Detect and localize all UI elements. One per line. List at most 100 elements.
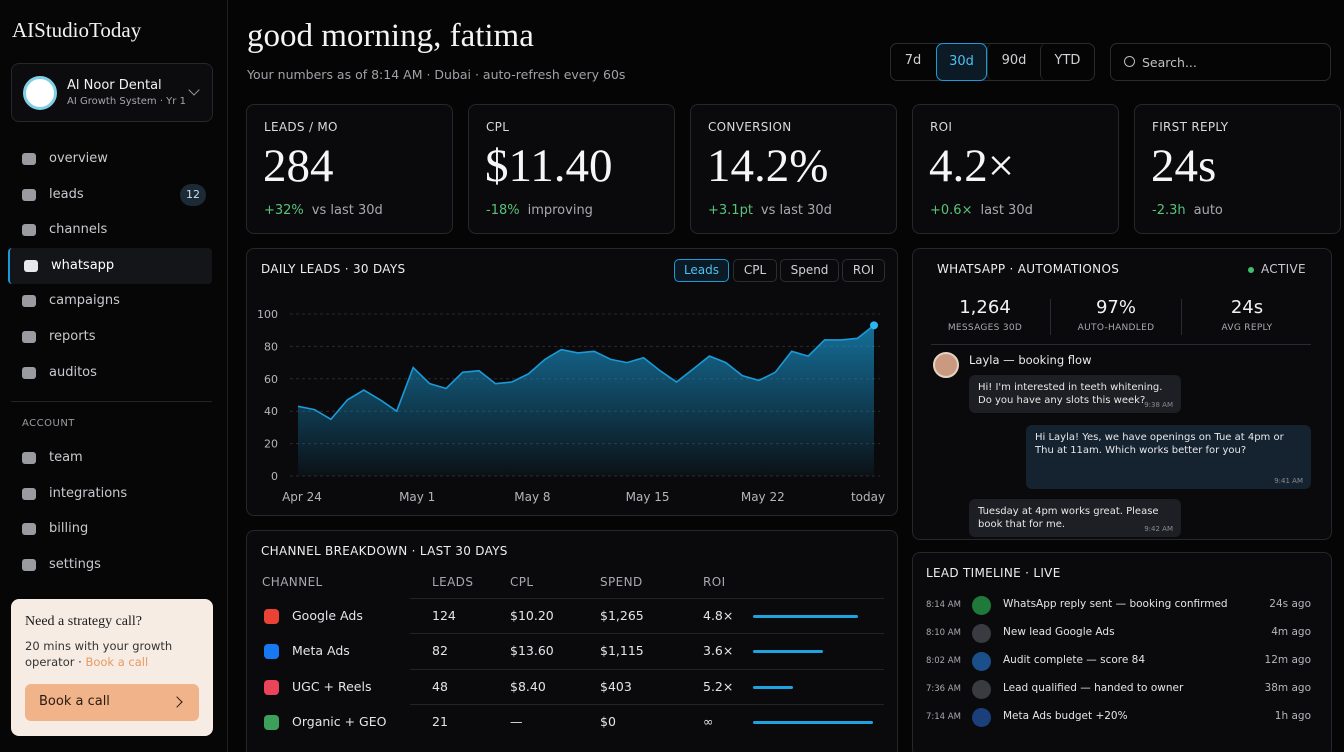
kpi-value: 14.2% xyxy=(707,140,829,192)
cell: $10.20 xyxy=(510,608,554,623)
row-divider xyxy=(410,633,884,635)
event-time: 8:14 AM xyxy=(926,600,961,610)
nav-item[interactable]: team xyxy=(8,440,212,476)
kpi-delta-row: +0.6× last 30d xyxy=(930,203,1033,218)
kpi-value: 4.2× xyxy=(929,140,1015,192)
status: ACTIVE xyxy=(1261,262,1306,276)
nav-item[interactable]: reports xyxy=(8,319,212,355)
promo-text: 20 mins with your growth operator · Book… xyxy=(25,638,205,670)
nav-item[interactable]: integrations xyxy=(8,476,212,512)
search-box[interactable]: Search... xyxy=(1110,43,1331,81)
message-text: Tuesday at 4pm works great. Please book … xyxy=(978,506,1159,530)
promo-card: Need a strategy call? 20 mins with your g… xyxy=(11,599,213,736)
kpi-note: improving xyxy=(527,203,593,218)
x-tick-label: today xyxy=(851,490,885,504)
chart-tab[interactable]: Leads xyxy=(674,259,729,282)
cell: 48 xyxy=(432,678,448,694)
cell: Organic + GEO xyxy=(292,713,387,729)
nav-item[interactable]: billing xyxy=(8,511,212,547)
stat-value: 1,264 xyxy=(959,297,1011,318)
range-tab[interactable]: 90d xyxy=(987,43,1040,81)
kpi-delta: -18% xyxy=(486,203,520,218)
kpi-delta-row: -18% improving xyxy=(486,203,593,218)
cell: $8.40 xyxy=(510,678,546,694)
nav-label: auditos xyxy=(49,364,97,380)
cell: ∞ xyxy=(703,713,714,729)
y-tick-label: 20 xyxy=(264,438,278,451)
row-divider xyxy=(410,598,884,599)
kpi-note: vs last 30d xyxy=(760,203,832,218)
cell: $403 xyxy=(600,678,632,694)
nav-item[interactable]: channels xyxy=(8,212,212,248)
event-icon xyxy=(972,652,991,671)
nav-label: campaigns xyxy=(49,293,120,309)
range-tabs: 7d 30d 90d YTD xyxy=(890,43,1095,81)
nav-item[interactable]: settings xyxy=(8,547,212,583)
column-header: LEADS xyxy=(432,575,474,589)
kpi-label: CPL xyxy=(486,120,510,134)
event-time: 8:02 AM xyxy=(926,656,961,666)
account-logo xyxy=(23,76,57,110)
promo-text-main: 20 mins with your growth operator · xyxy=(25,639,173,669)
chart-tab[interactable]: Spend xyxy=(780,259,839,282)
promo-title: Need a strategy call? xyxy=(25,614,142,629)
nav-item[interactable]: overview xyxy=(8,141,212,177)
sidebar: AIStudioToday Al Noor Dental AI Growth Sys… xyxy=(0,0,228,752)
nav-label: whatsapp xyxy=(51,257,115,273)
account-name: Al Noor Dental xyxy=(67,78,162,93)
stat-divider xyxy=(1181,299,1182,335)
stat-value: 97% xyxy=(1095,297,1136,318)
cell: Google Ads xyxy=(292,608,363,623)
cell: $0 xyxy=(600,713,616,729)
y-tick-label: 40 xyxy=(264,405,278,418)
nav-icon xyxy=(22,487,36,500)
nav-icon xyxy=(22,224,36,237)
nav-label: overview xyxy=(49,151,108,166)
kpi-note: last 30d xyxy=(980,203,1033,218)
message-time: 9:38 AM xyxy=(1144,401,1173,409)
range-tab[interactable]: YTD xyxy=(1040,43,1094,81)
greeting: good morning, fatima xyxy=(247,18,534,54)
chart-tab[interactable]: CPL xyxy=(733,259,777,282)
nav-label: integrations xyxy=(49,485,128,501)
stat-label: MESSAGES 30D xyxy=(947,323,1023,333)
event-text: Meta Ads budget +20% xyxy=(1003,710,1128,722)
subtitle: Your numbers as of 8:14 AM · Dubai · aut… xyxy=(247,67,626,82)
event-icon xyxy=(972,708,991,727)
channel-card: CHANNEL BREAKDOWN · LAST 30 DAYS CHANNEL L… xyxy=(246,530,898,752)
roi-bar xyxy=(753,650,823,654)
nav-label: billing xyxy=(49,521,89,536)
column-header: SPEND xyxy=(600,575,643,589)
nav-item[interactable]: leads 12 xyxy=(8,177,212,213)
nav-icon xyxy=(22,452,36,464)
kpi-label: LEADS / MO xyxy=(264,120,338,134)
channel-title: CHANNEL BREAKDOWN · LAST 30 DAYS xyxy=(261,544,508,558)
y-tick-label: 100 xyxy=(257,308,278,321)
nav-item[interactable]: auditos xyxy=(8,355,212,391)
book-button[interactable]: Book a call xyxy=(25,684,199,721)
nav-item[interactable]: whatsapp xyxy=(8,247,212,284)
kpi-note: auto xyxy=(1193,203,1223,218)
nav-label: team xyxy=(49,450,83,465)
cell: 124 xyxy=(432,608,456,623)
kpi-label: CONVERSION xyxy=(708,120,792,134)
message-bubble: Hi Layla! Yes, we have openings on Tue a… xyxy=(1026,425,1311,489)
stat-label: AVG REPLY xyxy=(1221,323,1273,333)
event-time: 7:36 AM xyxy=(926,684,961,694)
kpi-delta-row: +32% vs last 30d xyxy=(264,203,383,218)
x-tick-label: Apr 24 xyxy=(282,490,322,504)
cell: — xyxy=(510,713,523,729)
separator xyxy=(931,344,1311,345)
status-dot xyxy=(1248,267,1254,273)
account-switcher[interactable]: Al Noor Dental AI Growth System · Yr 1 xyxy=(11,63,213,122)
kpi-card: FIRST REPLY 24s -2.3h auto xyxy=(1134,104,1341,234)
kpi-label: ROI xyxy=(930,120,953,134)
range-tab[interactable]: 7d xyxy=(904,53,922,68)
promo-link[interactable]: Book a call xyxy=(85,655,149,669)
nav-icon xyxy=(24,259,38,272)
nav-item[interactable]: campaigns xyxy=(8,283,212,319)
chart-tab[interactable]: ROI xyxy=(842,259,885,282)
whatsapp-title: WHATSAPP · AUTOMATIONOS xyxy=(937,262,1120,276)
range-tab[interactable]: 30d xyxy=(936,43,987,81)
